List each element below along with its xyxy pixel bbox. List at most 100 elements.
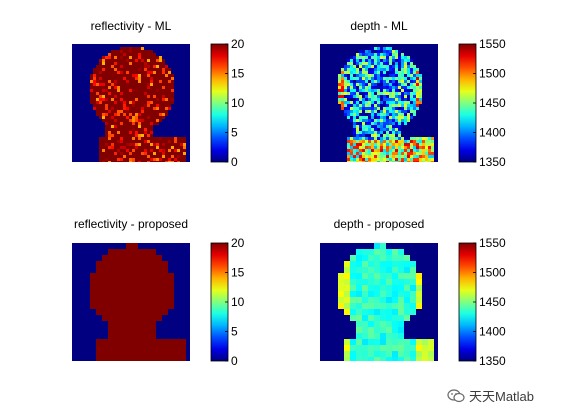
heatmap-cell [108,116,111,119]
heatmap-cell [96,80,99,83]
heatmap-cell [389,143,392,146]
heatmap-cell [99,98,102,101]
heatmap-cell [407,110,410,113]
heatmap-cell [356,161,359,162]
heatmap-cell [123,95,126,98]
heatmap-cell [380,158,383,161]
heatmap-cell [341,92,344,95]
heatmap-cell [150,267,156,273]
heatmap-cell [141,83,144,86]
heatmap-cell [386,273,392,279]
heatmap-cell [368,158,371,161]
heatmap-cell [419,161,422,162]
heatmap-cell [365,137,368,140]
heatmap-cell [120,279,126,285]
heatmap-cell [386,146,389,149]
heatmap-cell [338,95,341,98]
heatmap-cell [356,110,359,113]
heatmap-cell [180,161,183,162]
heatmap-cell [383,83,386,86]
heatmap-cell [353,137,356,140]
heatmap-cell [156,122,159,125]
heatmap-cell [365,119,368,122]
heatmap-cell [93,74,96,77]
heatmap-cell [341,83,344,86]
heatmap-cell [132,149,135,152]
heatmap-cell [168,357,174,361]
heatmap-cell [401,107,404,110]
heatmap-cell [114,80,117,83]
heatmap-cell [350,56,353,59]
heatmap-cell [386,65,389,68]
heatmap-cell [359,107,362,110]
heatmap-cell [159,143,162,146]
heatmap-cell [144,140,147,143]
heatmap-cell [398,315,404,321]
heatmap-cell [365,83,368,86]
heatmap-cell [377,134,380,137]
heatmap-cell [404,297,410,303]
heatmap-cell [368,134,371,137]
heatmap-cell [156,104,159,107]
heatmap-cell [138,161,141,162]
heatmap-cell [156,155,159,158]
heatmap-cell [410,158,413,161]
heatmap-cell [386,161,389,162]
heatmap-cell [362,339,368,345]
heatmap-cell [386,101,389,104]
heatmap-cell [114,155,117,158]
heatmap-cell [120,161,123,162]
heatmap-cell [150,309,156,315]
heatmap-cell [150,59,153,62]
heatmap-cell [347,140,350,143]
heatmap-cell [165,149,168,152]
heatmap-cell [165,65,168,68]
heatmap-cell [368,122,371,125]
heatmap-cell [422,146,425,149]
heatmap-cell [389,113,392,116]
heatmap-cell [156,83,159,86]
heatmap-cell [120,101,123,104]
heatmap-cell [386,119,389,122]
heatmap-cell [374,333,380,339]
heatmap-cell [126,357,132,361]
heatmap-cell [168,101,171,104]
heatmap-cell [362,95,365,98]
heatmap-cell [386,71,389,74]
heatmap-cell [93,92,96,95]
heatmap-cell [362,267,368,273]
heatmap-cell [168,95,171,98]
heatmap-cell [150,143,153,146]
heatmap-cell [162,110,165,113]
heatmap-cell [350,279,356,285]
heatmap-cell [108,98,111,101]
heatmap-cell [383,80,386,83]
heatmap-cell [404,62,407,65]
heatmap-cell [371,92,374,95]
heatmap-cell [117,74,120,77]
heatmap-cell [150,345,156,351]
heatmap-cell [129,95,132,98]
heatmap-cell [386,104,389,107]
heatmap-cell [105,56,108,59]
heatmap-cell [347,143,350,146]
heatmap-cell [108,249,114,255]
heatmap-cell [90,74,93,77]
heatmap-cell [141,59,144,62]
heatmap-cell [129,152,132,155]
heatmap-cell [380,89,383,92]
heatmap-cell [347,80,350,83]
heatmap-cell [168,104,171,107]
heatmap-cell [380,77,383,80]
heatmap-cell [407,140,410,143]
heatmap-cell [410,140,413,143]
heatmap-cell [416,149,419,152]
heatmap-cell [428,357,434,361]
heatmap-cell [368,345,374,351]
heatmap-cell [377,125,380,128]
heatmap-cell [344,77,347,80]
heatmap-cell [135,50,138,53]
heatmap-cell [386,285,392,291]
heatmap-cell [380,86,383,89]
heatmap-cell [159,146,162,149]
